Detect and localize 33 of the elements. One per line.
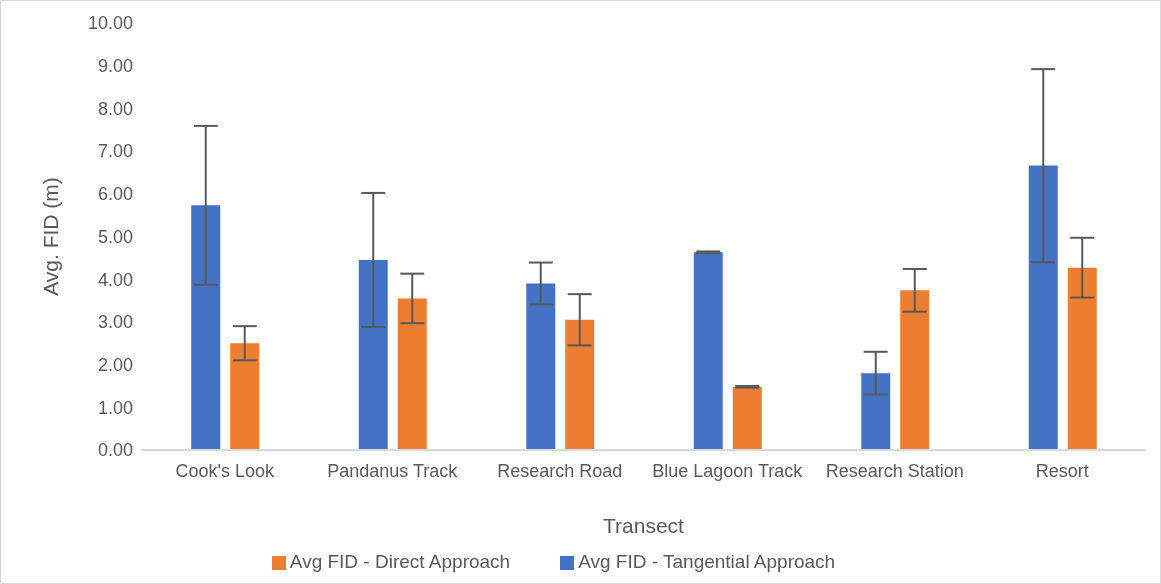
y-axis-title: Avg. FID (m): [39, 177, 63, 296]
bar: [230, 343, 260, 450]
x-tick-label: Pandanus Track: [327, 460, 459, 481]
y-tick-label: 2.00: [97, 354, 133, 375]
bar: [900, 290, 930, 450]
bar: [693, 252, 723, 450]
x-axis-title: Transect: [603, 514, 685, 537]
bar: [861, 373, 891, 450]
x-tick-label: Resort: [1035, 460, 1089, 481]
x-tick-label: Cook's Look: [175, 460, 275, 481]
x-tick-label: Research Station: [825, 460, 964, 481]
legend-label: Avg FID - Direct Approach: [289, 551, 511, 572]
legend-label: Avg FID - Tangential Approach: [578, 551, 836, 572]
y-tick-label: 7.00: [97, 141, 133, 162]
bar: [358, 259, 388, 450]
bar: [565, 319, 595, 450]
bar: [732, 386, 762, 450]
y-tick-label: 1.00: [97, 397, 133, 418]
y-tick-label: 8.00: [97, 98, 133, 119]
bar: [1067, 267, 1097, 450]
y-tick-label: 0.00: [97, 440, 133, 461]
bar: [526, 283, 556, 450]
x-tick-label: Blue Lagoon Track: [652, 460, 804, 481]
bar: [1028, 165, 1058, 450]
y-tick-label: 3.00: [97, 312, 133, 333]
bar: [191, 205, 221, 450]
y-tick-label: 4.00: [97, 269, 133, 290]
bar: [397, 298, 427, 450]
x-tick-label: Research Road: [497, 460, 623, 481]
y-tick-label: 6.00: [97, 184, 133, 205]
y-tick-label: 9.00: [97, 56, 133, 77]
y-tick-label: 5.00: [97, 226, 133, 247]
y-tick-label: 10.00: [87, 13, 133, 34]
